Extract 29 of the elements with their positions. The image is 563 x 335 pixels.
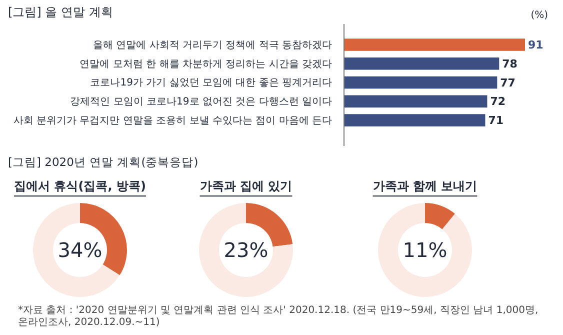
bar	[344, 114, 486, 126]
text: 34%	[58, 238, 102, 262]
chart-subtitle: 가족과 집에 있기	[200, 179, 292, 193]
data-label: 91	[528, 38, 544, 52]
donut-slice	[199, 203, 293, 297]
text: [그림] 올 연말 계획	[8, 5, 113, 19]
y-tick-label: 코로나19가 가기 싫었던 모임에 대한 좋은 핑계거리다	[90, 78, 332, 89]
donut-slice	[33, 203, 120, 297]
donut-slice	[378, 203, 472, 297]
x-axis-title: (%)	[530, 10, 548, 21]
bar	[344, 95, 488, 108]
text: 23%	[224, 238, 268, 262]
data-label: 72	[490, 95, 506, 108]
data-label: 78	[502, 57, 518, 70]
data-label: 77	[500, 76, 516, 90]
bar	[344, 38, 525, 51]
y-tick-label: 연말에 모처럼 한 해를 차분하게 정리하는 시간을 갖겠다	[80, 58, 332, 70]
y-tick-label: 사회 분위기가 무겁지만 연말을 조용히 보낼 수있다는 점이 마음에 든다	[13, 115, 332, 126]
donut-slice	[425, 203, 455, 230]
chart-subtitle: 가족과 함께 보내기	[372, 179, 478, 193]
bar	[344, 76, 498, 89]
y-tick-label: 올해 연말에 사회적 거리두기 정책에 적극 동참하겠다	[92, 40, 332, 51]
bar	[344, 57, 500, 70]
chart-title: [그림] 2020년 연말 계획(중복응답)	[8, 155, 198, 169]
text: *자료 출처 : '2020 연말분위기 및 연말계획 관련 인식 조사' 2020.12.18. (전국 만19~59세, 직장인 남녀 1,000명, 온라인조사, 2020.12.09.~11)	[18, 305, 538, 328]
y-tick-label: 강제적인 모임이 코로나19로 없어진 것은 다행스런 일이다	[70, 96, 332, 108]
text: 11%	[402, 238, 448, 262]
data-label: 71	[488, 114, 504, 128]
chart-subtitle: 집에서 휴식(집콕, 방콕)	[14, 179, 146, 193]
